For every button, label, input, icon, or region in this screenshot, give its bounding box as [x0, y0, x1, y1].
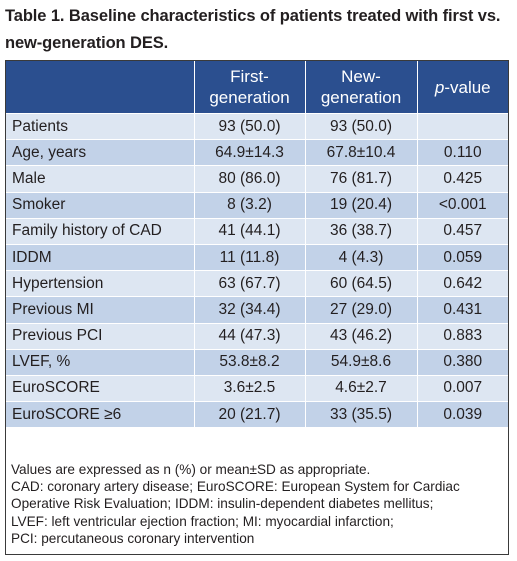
cell-p-value: <0.001: [417, 192, 508, 219]
cell-p-value: 0.431: [417, 296, 508, 324]
header-new-generation: New- generation: [305, 61, 418, 114]
cell-p-value: 0.883: [417, 323, 508, 350]
table-row: LVEF, % 53.8±8.2 54.9±8.6 0.380: [6, 349, 508, 376]
cell-p-value: 0.059: [417, 244, 508, 272]
cell-p-value: 0.425: [417, 165, 508, 193]
header-new-generation-line2: generation: [320, 88, 402, 107]
table-row: IDDM 11 (11.8) 4 (4.3) 0.059: [6, 244, 508, 272]
cell-first-generation: 3.6±2.5: [194, 375, 306, 403]
cell-first-generation: 32 (34.4): [194, 296, 306, 324]
row-label: IDDM: [6, 244, 195, 272]
caption-line-1: Table 1. Baseline characteristics of pat…: [5, 7, 501, 25]
cell-first-generation: 41 (44.1): [194, 218, 306, 245]
table-row: Patients 93 (50.0) 93 (50.0): [6, 113, 508, 141]
table-row: Family history of CAD 41 (44.1) 36 (38.7) 0…: [6, 218, 508, 245]
footnote-line-2: CAD: coronary artery disease; EuroSCORE:…: [11, 479, 460, 495]
cell-p-value: 0.642: [417, 270, 508, 298]
cell-p-value: 0.039: [417, 401, 508, 429]
header-first-generation-line1: First-: [230, 67, 269, 86]
row-label: Family history of CAD: [6, 218, 195, 245]
row-label: LVEF, %: [6, 349, 195, 376]
footnote-line-4: LVEF: left ventricular ejection fraction…: [11, 513, 394, 529]
row-label: Patients: [6, 113, 195, 141]
cell-new-generation: 33 (35.5): [305, 401, 418, 429]
table-row: Smoker 8 (3.2) 19 (20.4) <0.001: [6, 192, 508, 219]
caption-line-2: new-generation DES.: [5, 34, 169, 52]
cell-new-generation: 60 (64.5): [305, 270, 418, 298]
cell-p-value: [417, 113, 508, 141]
cell-p-value: 0.380: [417, 349, 508, 376]
row-label: Previous MI: [6, 296, 195, 324]
header-p-italic: p: [434, 77, 445, 97]
header-first-generation: First- generation: [194, 61, 306, 114]
cell-new-generation: 27 (29.0): [305, 296, 418, 324]
footnote-line-1: Values are expressed as n (%) or mean±SD…: [11, 462, 371, 477]
cell-p-value: 0.110: [417, 139, 508, 167]
cell-new-generation: 36 (38.7): [305, 218, 418, 245]
cell-first-generation: 8 (3.2): [194, 192, 306, 219]
cell-first-generation: 20 (21.7): [194, 401, 306, 429]
row-label: Age, years: [6, 139, 195, 167]
cell-first-generation: 53.8±8.2: [194, 349, 306, 376]
row-label: Smoker: [6, 192, 195, 219]
table-row: Previous MI 32 (34.4) 27 (29.0) 0.431: [6, 296, 508, 324]
table-row: Male 80 (86.0) 76 (81.7) 0.425: [6, 165, 508, 193]
table-frame: [5, 60, 509, 555]
table-header-row: First- generation New- generation p-valu…: [6, 61, 508, 114]
header-first-generation-line2: generation: [209, 88, 290, 107]
cell-first-generation: 64.9±14.3: [194, 139, 306, 167]
row-label: Previous PCI: [6, 323, 195, 350]
cell-new-generation: 19 (20.4): [305, 192, 418, 219]
header-characteristic: [6, 61, 195, 114]
header-p-rest: -value: [444, 77, 491, 97]
table-row: Hypertension 63 (67.7) 60 (64.5) 0.642: [6, 270, 508, 298]
table-body: Patients 93 (50.0) 93 (50.0) Age, years 64.9…: [6, 113, 508, 429]
cell-new-generation: 4 (4.3): [305, 244, 418, 272]
row-label: EuroSCORE: [6, 375, 195, 403]
row-label: Male: [6, 165, 195, 193]
cell-first-generation: 44 (47.3): [194, 323, 306, 350]
footnote-line-3: Operative Risk Evaluation; IDDM: insulin…: [11, 496, 434, 512]
cell-p-value: 0.457: [417, 218, 508, 245]
cell-new-generation: 43 (46.2): [305, 323, 418, 350]
table-row: Previous PCI 44 (47.3) 43 (46.2) 0.883: [6, 323, 508, 350]
cell-new-generation: 4.6±2.7: [305, 375, 418, 403]
table-row: EuroSCORE 3.6±2.5 4.6±2.7 0.007: [6, 375, 508, 403]
header-p-value: p-value: [417, 61, 508, 114]
header-new-generation-line1: New-: [341, 67, 381, 86]
footnote-line-5: PCI: percutaneous coronary intervention: [11, 530, 255, 546]
cell-new-generation: 54.9±8.6: [305, 349, 418, 376]
table-footnote: Values are expressed as n (%) or mean±SD…: [11, 461, 505, 547]
cell-first-generation: 80 (86.0): [194, 165, 306, 193]
cell-new-generation: 93 (50.0): [305, 113, 418, 141]
row-label: EuroSCORE ≥6: [6, 401, 195, 429]
cell-first-generation: 93 (50.0): [194, 113, 306, 141]
cell-first-generation: 63 (67.7): [194, 270, 306, 298]
cell-new-generation: 76 (81.7): [305, 165, 418, 193]
table-caption: Table 1. Baseline characteristics of pat…: [5, 3, 510, 57]
row-label: Hypertension: [6, 270, 195, 298]
table-row: Age, years 64.9±14.3 67.8±10.4 0.110: [6, 139, 508, 167]
cell-first-generation: 11 (11.8): [194, 244, 306, 272]
cell-p-value: 0.007: [417, 375, 508, 403]
cell-new-generation: 67.8±10.4: [305, 139, 418, 167]
table-row: EuroSCORE ≥6 20 (21.7) 33 (35.5) 0.039: [6, 401, 508, 429]
baseline-characteristics-table: First- generation New- generation p-valu…: [6, 61, 508, 429]
